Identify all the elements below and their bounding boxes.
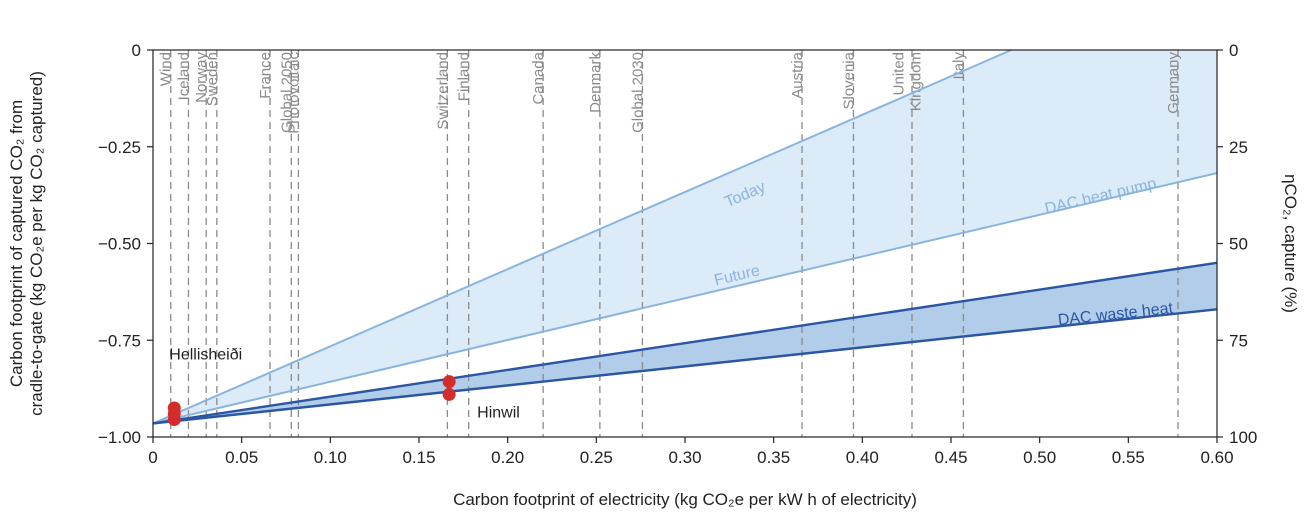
point-label: Hellisheiði — [169, 347, 242, 364]
data-point — [442, 375, 456, 389]
reference-line-label: Germany — [1165, 52, 1182, 114]
data-point — [167, 413, 181, 427]
y-axis-title-line1: Carbon footprint of captured CO₂ from — [7, 100, 26, 387]
y-tick-label: −0.25 — [98, 138, 141, 157]
y2-tick-label: 25 — [1229, 138, 1248, 157]
y-tick-label: −0.75 — [98, 331, 141, 350]
x-tick-label: 0.25 — [580, 448, 613, 467]
reference-line-label: Switzerland — [434, 52, 451, 130]
series-line — [152, 172, 1218, 425]
reference-line-label: Finland — [456, 52, 473, 101]
y2-tick-label: 100 — [1229, 428, 1257, 447]
y-axis-title-line2: cradle-to-gate (kg CO₂e per kg CO₂ captu… — [27, 71, 46, 416]
reference-line-label: United — [890, 52, 907, 95]
y2-tick-label: 50 — [1229, 235, 1248, 254]
series-line — [152, 261, 1218, 425]
x-tick-label: 0.55 — [1112, 448, 1145, 467]
reference-line-label: Italy — [950, 52, 967, 80]
reference-line-label: Photovoltaic — [285, 52, 302, 134]
y2-tick-label: 75 — [1229, 331, 1248, 350]
x-tick-label: 0.15 — [402, 448, 435, 467]
x-tick-label: 0.20 — [491, 448, 524, 467]
ticks-layer: 0 0.05 0.10 0.15 0.20 0.25 0.30 0.35 0.40 0.45 0.5… — [98, 41, 1257, 467]
reference-line-label: Slovenia — [840, 51, 857, 109]
y-tick-label: −1.00 — [98, 428, 141, 447]
reference-line-label: Denmark — [587, 52, 604, 113]
x-tick-label: 0.05 — [225, 448, 258, 467]
reference-line-label: Wind — [158, 52, 175, 86]
reference-line-label: Iceland — [175, 52, 192, 100]
series-layer — [152, 49, 1218, 425]
series-line — [152, 308, 1218, 425]
reference-line-label: Global 2030 — [629, 52, 646, 133]
x-tick-label: 0.50 — [1023, 448, 1056, 467]
x-tick-label: 0.40 — [846, 448, 879, 467]
data-point — [442, 387, 456, 401]
y2-tick-label: 0 — [1229, 41, 1238, 60]
band-area-heat-pump — [153, 50, 1217, 424]
y-tick-label: 0 — [132, 41, 141, 60]
x-tick-label: 0.30 — [668, 448, 701, 467]
x-tick-label: 0.60 — [1200, 448, 1233, 467]
series-line — [152, 49, 1012, 425]
y-tick-label: −0.50 — [98, 235, 141, 254]
reference-line-label: Norway — [193, 52, 210, 103]
point-label: Hinwil — [477, 405, 520, 422]
reference-line-label: Kingdom — [907, 52, 924, 111]
reference-line-label: France — [257, 52, 274, 99]
points-layer: Hellisheiði Hinwil — [167, 347, 520, 427]
x-tick-label: 0.35 — [757, 448, 790, 467]
x-tick-label: 0.10 — [314, 448, 347, 467]
reference-line-label: Global 2050 — [278, 52, 295, 133]
reference-line-label: Austria — [789, 51, 806, 98]
reference-line-label: Canada — [530, 51, 547, 104]
reference-line-label: Sweden — [204, 52, 221, 106]
x-tick-label: 0.45 — [934, 448, 967, 467]
x-axis-title: Carbon footprint of electricity (kg CO₂e… — [453, 490, 917, 509]
y2-axis-title: ηCO₂, capture (%) — [1281, 174, 1300, 313]
x-tick-label: 0 — [148, 448, 157, 467]
